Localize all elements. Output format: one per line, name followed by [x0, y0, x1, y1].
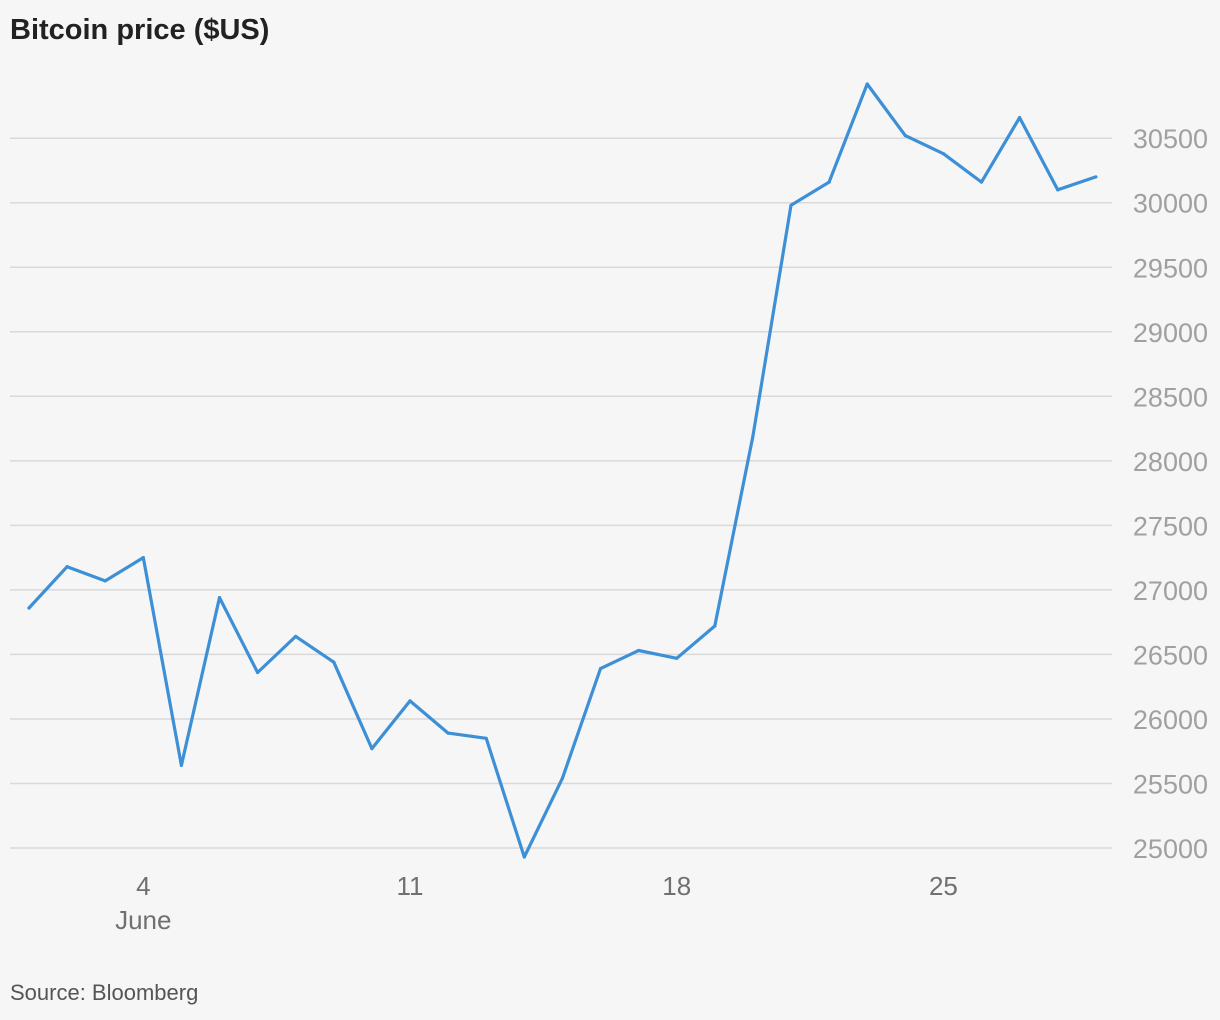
y-tick-label: 28000: [1133, 447, 1208, 477]
y-tick-label: 27000: [1133, 576, 1208, 606]
line-chart: 25000 25500 26000 26500 27000 27500 28000 28500…: [10, 82, 1208, 935]
y-tick-label: 27500: [1133, 511, 1208, 541]
data-point: [522, 855, 526, 859]
y-tick-label: 28500: [1133, 382, 1208, 412]
data-point: [27, 606, 31, 610]
y-tick-label: 30000: [1133, 189, 1208, 219]
data-point: [294, 634, 298, 638]
data-point: [560, 776, 565, 780]
series-line-bitcoin-price: [27, 82, 1098, 859]
y-tick-label: 25000: [1133, 834, 1208, 864]
data-point: [1094, 175, 1098, 179]
series: [27, 82, 1098, 859]
y-tick-label: 29500: [1133, 253, 1208, 283]
gridlines: [10, 137, 1112, 849]
data-point: [637, 648, 641, 653]
data-point: [332, 660, 336, 664]
x-tick-label: 25: [929, 871, 958, 901]
data-point: [789, 203, 793, 207]
data-point: [903, 134, 907, 138]
source-note: Source: Bloomberg: [10, 980, 199, 1005]
data-point: [713, 624, 717, 628]
y-axis-ticks: 25000 25500 26000 26500 27000 27500 28000 28500…: [1133, 124, 1208, 864]
data-point: [103, 579, 107, 583]
data-point: [370, 747, 374, 751]
y-tick-label: 30500: [1133, 124, 1208, 154]
data-point: [941, 152, 946, 156]
data-point: [1056, 188, 1060, 192]
x-tick-month-label: June: [115, 905, 171, 935]
y-tick-label: 29000: [1133, 318, 1208, 348]
data-point: [827, 180, 831, 184]
x-tick-label: 11: [397, 871, 424, 901]
y-tick-label: 26500: [1133, 640, 1208, 670]
data-point: [751, 434, 755, 438]
y-tick-label: 26000: [1133, 705, 1208, 735]
y-tick-label: 25500: [1133, 769, 1208, 799]
data-point: [446, 731, 450, 735]
data-point: [484, 736, 488, 740]
data-point: [675, 656, 679, 660]
data-point: [1018, 115, 1022, 120]
x-tick-label: 4: [136, 871, 150, 901]
data-point: [256, 670, 260, 675]
chart-title: Bitcoin price ($US): [10, 14, 270, 46]
data-point: [179, 763, 183, 768]
data-point: [141, 556, 145, 560]
data-point: [217, 596, 222, 600]
x-tick-label: 18: [662, 871, 691, 901]
data-point: [65, 565, 69, 569]
data-point: [979, 180, 984, 184]
data-point: [865, 82, 869, 86]
data-point: [598, 667, 603, 671]
x-axis-ticks: 4 June 11 18 25: [115, 871, 958, 935]
data-point: [408, 699, 412, 703]
